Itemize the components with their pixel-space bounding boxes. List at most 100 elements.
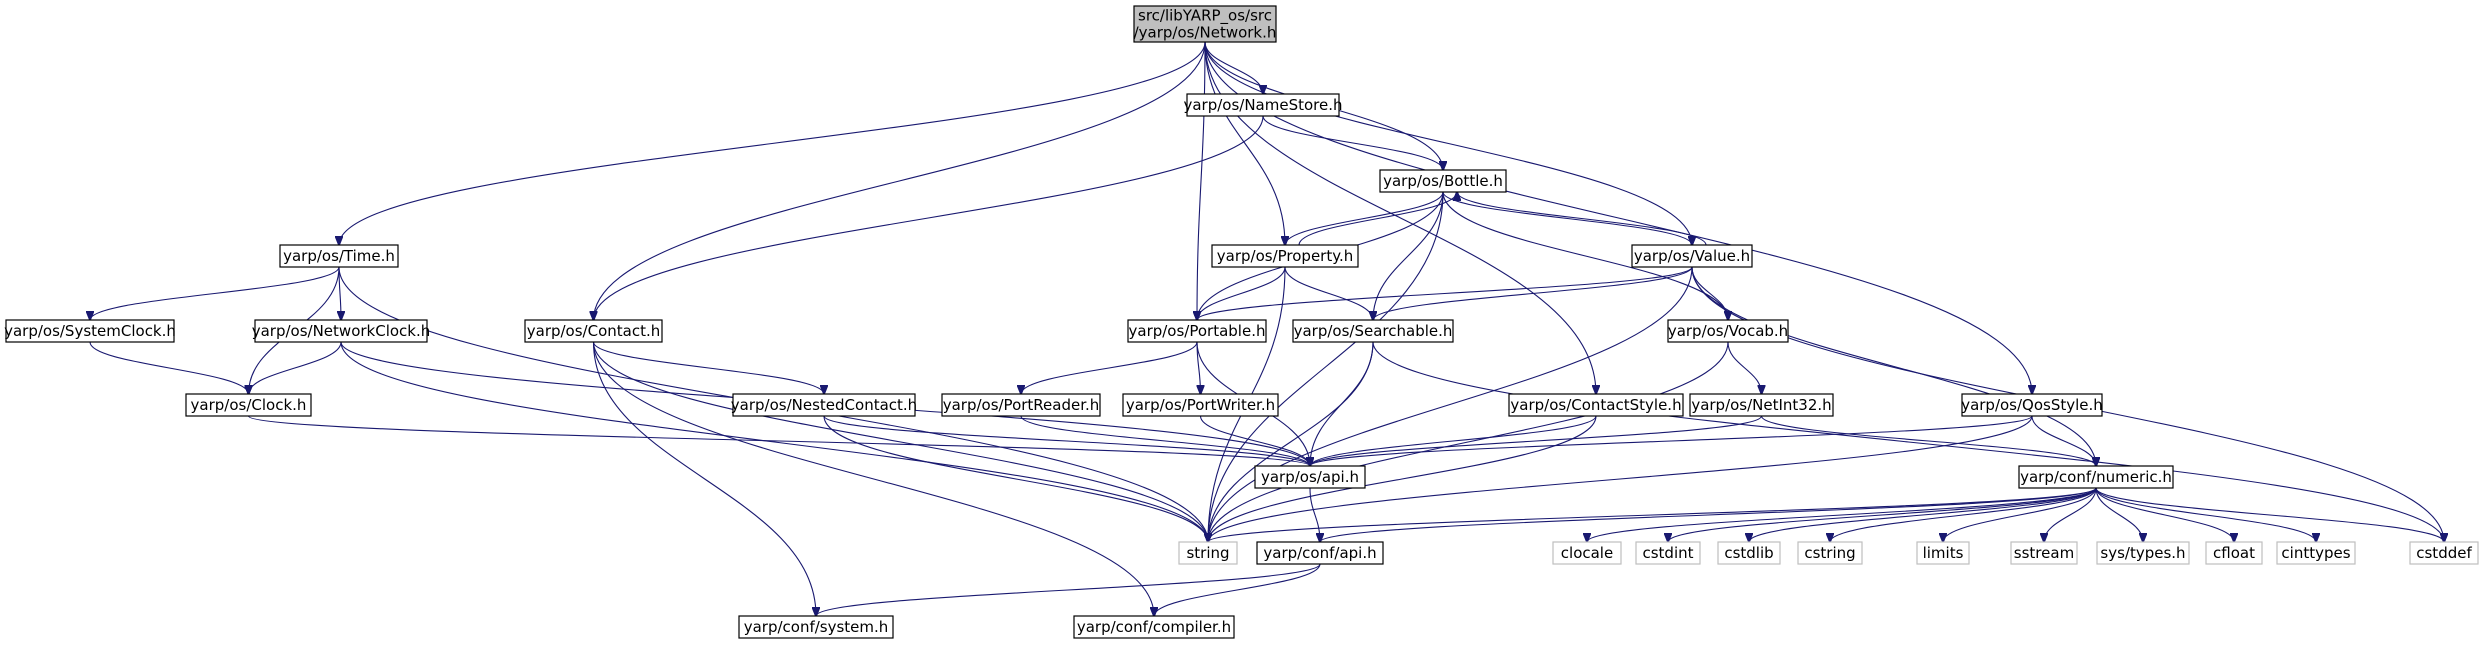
node-systemclock[interactable]: yarp/os/SystemClock.h xyxy=(4,319,176,343)
node-label-sstream: sstream xyxy=(2014,544,2074,562)
node-portable[interactable]: yarp/os/Portable.h xyxy=(1127,319,1267,343)
node-box-cfloat xyxy=(2205,541,2263,565)
edge-numeric-to-cstring xyxy=(1830,487,2097,542)
node-namestore[interactable]: yarp/os/NameStore.h xyxy=(1183,93,1343,117)
edge-qosstyle-to-numeric xyxy=(2031,415,2096,466)
node-label-confapi: yarp/conf/api.h xyxy=(1263,544,1376,562)
node-box-clock xyxy=(185,393,312,417)
edge-bottle-to-value xyxy=(1442,191,1692,245)
node-label-contact: yarp/os/Contact.h xyxy=(527,322,661,340)
node-time[interactable]: yarp/os/Time.h xyxy=(279,244,399,268)
node-label-systemclock: yarp/os/SystemClock.h xyxy=(4,322,176,340)
node-box-nestedcontact xyxy=(732,393,916,417)
edge-namestore-to-contact xyxy=(594,115,1264,320)
edge-networkclock-to-clock xyxy=(249,341,342,394)
edge-bottle-to-vocab xyxy=(1442,191,1728,320)
edge-contact-to-nestedcontact xyxy=(592,341,825,394)
node-string[interactable]: string xyxy=(1178,541,1238,565)
edge-network-to-portable xyxy=(1197,41,1206,320)
node-label-netint32: yarp/os/NetInt32.h xyxy=(1691,396,1831,414)
node-nestedcontact[interactable]: yarp/os/NestedContact.h xyxy=(731,393,917,417)
edge-contactstyle-to-osapi xyxy=(1310,415,1597,466)
node-portwriter[interactable]: yarp/os/PortWriter.h xyxy=(1122,393,1279,417)
node-bottle[interactable]: yarp/os/Bottle.h xyxy=(1379,169,1507,193)
node-networkclock[interactable]: yarp/os/NetworkClock.h xyxy=(252,319,431,343)
node-box-systypes xyxy=(2096,541,2190,565)
edge-nestedcontact-to-osapi xyxy=(823,415,1310,466)
node-contact[interactable]: yarp/os/Contact.h xyxy=(524,319,663,343)
edge-network-to-value xyxy=(1204,41,1692,245)
edge-systemclock-to-clock xyxy=(89,341,249,394)
node-box-osapi xyxy=(1254,465,1366,489)
node-box-networkclock xyxy=(254,319,428,343)
edge-numeric-to-string xyxy=(1208,487,2097,542)
edge-vocab-to-string xyxy=(1208,341,1729,542)
edge-value-to-numeric xyxy=(1691,266,2096,466)
node-label-systypes: sys/types.h xyxy=(2100,544,2185,562)
node-cstdlib[interactable]: cstdlib xyxy=(1717,541,1781,565)
node-sstream[interactable]: sstream xyxy=(2010,541,2078,565)
node-box-cinttypes xyxy=(2276,541,2356,565)
edge-confapi-to-confcompiler xyxy=(1154,563,1321,616)
node-netint32[interactable]: yarp/os/NetInt32.h xyxy=(1689,393,1834,417)
node-cstring[interactable]: cstring xyxy=(1797,541,1863,565)
edge-bottle-to-string xyxy=(1208,191,1444,542)
node-confcompiler[interactable]: yarp/conf/compiler.h xyxy=(1073,615,1235,639)
edge-qosstyle-to-osapi xyxy=(1310,415,2033,466)
node-systypes[interactable]: sys/types.h xyxy=(2096,541,2190,565)
node-vocab[interactable]: yarp/os/Vocab.h xyxy=(1667,319,1789,343)
node-value[interactable]: yarp/os/Value.h xyxy=(1631,244,1753,268)
edge-nestedcontact-to-string xyxy=(823,415,1208,542)
node-box-contactstyle xyxy=(1508,393,1684,417)
edge-network-to-time xyxy=(339,41,1206,245)
node-box-systemclock xyxy=(5,319,175,343)
node-contactstyle[interactable]: yarp/os/ContactStyle.h xyxy=(1508,393,1684,417)
node-label-confcompiler: yarp/conf/compiler.h xyxy=(1077,618,1231,636)
edge-portreader-to-osapi xyxy=(1020,415,1310,466)
node-portreader[interactable]: yarp/os/PortReader.h xyxy=(941,393,1101,417)
edge-contact-to-confcompiler xyxy=(592,341,1155,616)
node-label-osapi: yarp/os/api.h xyxy=(1261,468,1359,486)
edge-netint32-to-numeric xyxy=(1760,415,2097,466)
edge-qosstyle-to-string xyxy=(1208,415,2033,542)
edge-bottle-to-searchable xyxy=(1373,191,1444,320)
node-cfloat[interactable]: cfloat xyxy=(2205,541,2263,565)
node-cstddef[interactable]: cstddef xyxy=(2409,541,2479,565)
node-label-confsystem: yarp/conf/system.h xyxy=(744,618,889,636)
edge-value-to-string xyxy=(1208,266,1693,542)
edge-numeric-to-systypes xyxy=(2095,487,2143,542)
node-property[interactable]: yarp/os/Property.h xyxy=(1211,244,1359,268)
node-clocale[interactable]: clocale xyxy=(1552,541,1622,565)
node-label-network: src/libYARP_os/src xyxy=(1138,7,1272,26)
node-label-numeric: yarp/conf/numeric.h xyxy=(2020,468,2172,486)
node-confsystem[interactable]: yarp/conf/system.h xyxy=(738,615,894,639)
node-cstdint[interactable]: cstdint xyxy=(1635,541,1701,565)
node-box-cstring xyxy=(1797,541,1863,565)
node-box-vocab xyxy=(1667,319,1789,343)
node-box-limits xyxy=(1916,541,1970,565)
node-box-string xyxy=(1178,541,1238,565)
node-confapi[interactable]: yarp/conf/api.h xyxy=(1256,541,1384,565)
edge-networkclock-to-string xyxy=(340,341,1208,542)
node-clock[interactable]: yarp/os/Clock.h xyxy=(185,393,312,417)
node-label-time: yarp/os/Time.h xyxy=(283,247,395,265)
node-box-netint32 xyxy=(1689,393,1834,417)
node-numeric[interactable]: yarp/conf/numeric.h xyxy=(2018,465,2174,489)
edge-namestore-to-bottle xyxy=(1262,115,1443,170)
node-box-clocale xyxy=(1552,541,1622,565)
node-label-portreader: yarp/os/PortReader.h xyxy=(943,396,1100,414)
node-osapi[interactable]: yarp/os/api.h xyxy=(1254,465,1366,489)
node-label-searchable: yarp/os/Searchable.h xyxy=(1294,322,1453,340)
node-limits[interactable]: limits xyxy=(1916,541,1970,565)
edge-value-to-portable xyxy=(1197,266,1693,320)
node-box-confcompiler xyxy=(1073,615,1235,639)
node-searchable[interactable]: yarp/os/Searchable.h xyxy=(1292,319,1454,343)
node-label-cstdint: cstdint xyxy=(1642,544,1693,562)
node-box-numeric xyxy=(2018,465,2174,489)
node-cinttypes[interactable]: cinttypes xyxy=(2276,541,2356,565)
node-label-namestore: yarp/os/NameStore.h xyxy=(1183,96,1342,114)
edge-value-to-bottle xyxy=(1457,192,1707,246)
node-label-cstdlib: cstdlib xyxy=(1724,544,1773,562)
node-qosstyle[interactable]: yarp/os/QosStyle.h xyxy=(1961,393,2103,417)
edge-numeric-to-cinttypes xyxy=(2095,487,2316,542)
